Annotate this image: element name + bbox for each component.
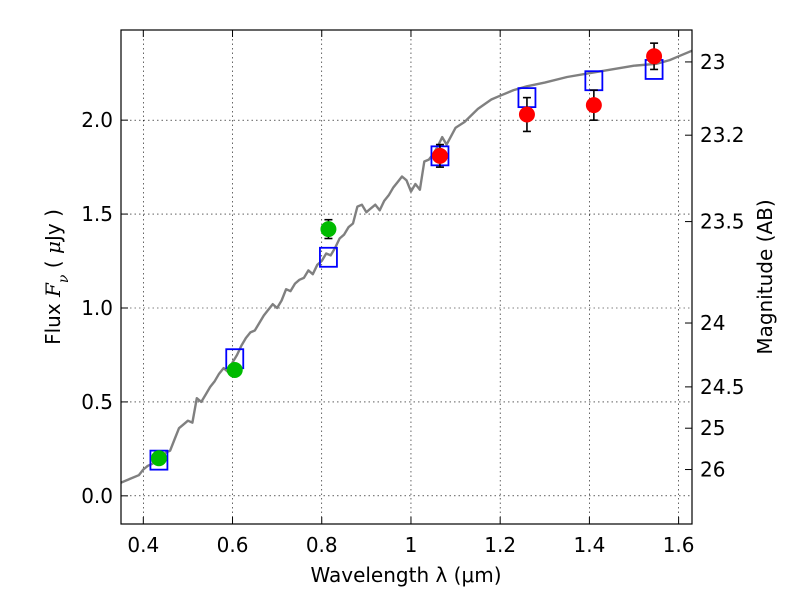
nir-photometry-point: [646, 48, 663, 65]
y-tick-label: 0.5: [81, 390, 113, 414]
right-tick-label: 23: [700, 50, 725, 74]
x-tick-label: 0.4: [127, 533, 159, 557]
x-tick-label: 1: [405, 533, 418, 557]
right-tick-label: 24: [700, 311, 725, 335]
nir-photometry-point: [585, 97, 602, 114]
y-tick-label: 1.0: [81, 296, 113, 320]
tick-labels: 0.4 0.6 0.8 1 1.2 1.4 1.6 0.0 0.5 1.0 1.5 2.0 23 23.2…: [81, 50, 744, 557]
optical-photometry-point: [320, 221, 337, 238]
y-tick-label: 2.0: [81, 108, 113, 132]
right-tick-label: 24.5: [700, 375, 745, 399]
grid: [121, 30, 692, 524]
right-tick-label: 25: [700, 416, 725, 440]
y-axis-label-mu: μ: [41, 241, 65, 254]
optical-photometry-point: [150, 450, 167, 467]
nir-photometry-point: [518, 106, 535, 123]
nir-photometry-point: [431, 147, 448, 164]
x-tick-label: 0.8: [306, 533, 338, 557]
x-tick-label: 0.6: [217, 533, 249, 557]
y-axis-label-F: F: [41, 282, 65, 298]
y-tick-label: 1.5: [81, 202, 113, 226]
x-tick-label: 1.4: [573, 533, 605, 557]
y-tick-label: 0.0: [81, 484, 113, 508]
x-tick-label: 1.2: [484, 533, 516, 557]
y-axis-label-unit: Jy ): [41, 209, 65, 243]
right-tick-label: 23.2: [700, 123, 745, 147]
x-axis-label: Wavelength λ (μm): [310, 563, 501, 587]
y-axis-label-flux: Flux: [41, 297, 65, 345]
data-layer: [121, 42, 692, 484]
right-tick-label: 23.5: [700, 210, 745, 234]
model-band-square: [319, 246, 338, 268]
model-sed-line: [121, 49, 692, 484]
plot-frame: [120, 29, 693, 525]
right-axis-label: Magnitude (AB): [753, 199, 777, 354]
tick-marks: [121, 30, 692, 524]
y-axis-label-nu: ν: [56, 274, 72, 283]
x-tick-label: 1.6: [663, 533, 695, 557]
optical-photometry-point: [226, 361, 243, 378]
y-axis-label: Flux Fν ( μJy ): [41, 209, 72, 345]
right-tick-label: 26: [700, 458, 725, 482]
y-axis-label-paren: (: [41, 254, 65, 275]
